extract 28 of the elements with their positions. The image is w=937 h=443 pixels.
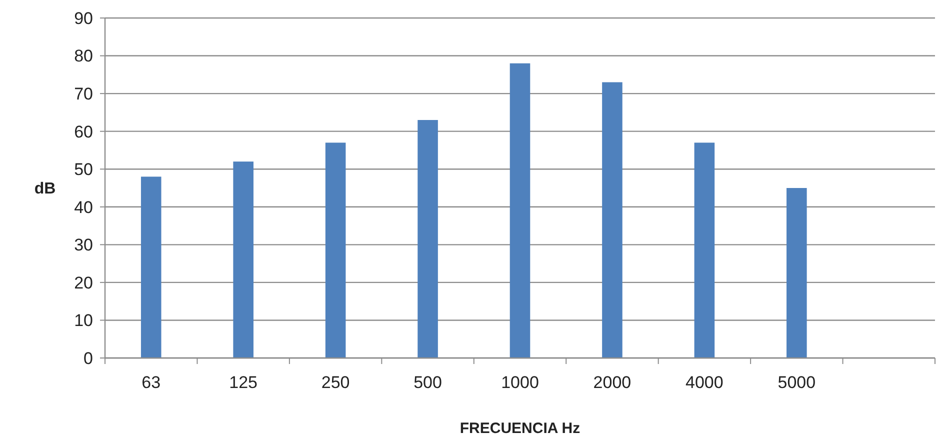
x-tick-label: 1000 (501, 373, 539, 392)
y-tick-label: 0 (84, 348, 93, 368)
bar (418, 120, 438, 358)
x-tick-label: 125 (229, 373, 258, 392)
bar (233, 162, 254, 358)
y-axis-title: dB (34, 180, 56, 198)
bar (325, 142, 346, 358)
y-tick-label: 80 (74, 46, 93, 66)
x-axis-title: FRECUENCIA Hz (460, 420, 580, 437)
x-tick-label: 2000 (593, 373, 632, 392)
x-tick-label: 250 (321, 373, 350, 392)
bar (694, 142, 715, 358)
bar (140, 176, 162, 358)
bar (602, 82, 622, 358)
x-tick-label: 500 (414, 373, 442, 392)
y-tick-label: 60 (74, 122, 93, 142)
x-tick-label: 5000 (778, 373, 816, 392)
y-tick-label: 50 (74, 160, 93, 180)
y-tick-label: 30 (74, 236, 93, 255)
y-tick-label: 10 (74, 311, 93, 330)
bar (510, 63, 530, 358)
y-tick-label: 70 (74, 84, 93, 104)
x-tick-label: 4000 (686, 373, 724, 392)
y-tick-label: 90 (74, 8, 93, 28)
x-tick-label: 63 (142, 373, 161, 392)
y-tick-label: 40 (74, 198, 93, 217)
y-tick-label: 20 (74, 273, 93, 292)
bar (786, 188, 807, 358)
